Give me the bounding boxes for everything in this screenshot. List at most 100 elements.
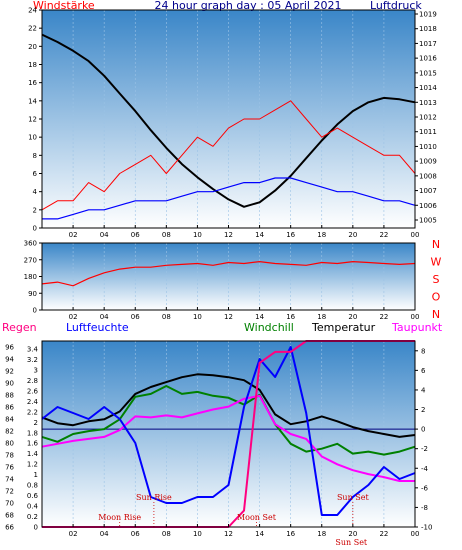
x-tick-label: 14	[255, 231, 264, 239]
x-tick-label: 14	[255, 313, 264, 321]
humidity-tick-label: 86	[5, 404, 14, 412]
astro-annotation: Sun Set	[335, 538, 368, 547]
humidity-label: Luftfeuchte	[66, 321, 129, 334]
x-tick-label: 10	[193, 313, 202, 321]
direction-tick-label: 90	[28, 290, 37, 298]
temp-tick-label: -6	[421, 484, 429, 492]
astro-annotation: Sun Rise	[136, 493, 172, 502]
pressure-tick-label: 1018	[419, 25, 437, 33]
x-tick-label: 12	[224, 313, 233, 321]
x-tick-label: 06	[131, 313, 140, 321]
dewpoint-series-line	[41, 394, 415, 482]
rain-tick-label: 2	[34, 419, 38, 427]
compass-label: N	[432, 308, 440, 321]
humidity-tick-label: 74	[5, 476, 14, 484]
wind-tick-label: 10	[28, 134, 37, 142]
x-tick-label: 02	[69, 313, 78, 321]
temp-humidity-frame	[41, 340, 416, 528]
x-tick-label: 18	[317, 231, 326, 239]
x-tick-label: 10	[193, 231, 202, 239]
windchill-series-line	[41, 385, 416, 456]
x-tick-label: 22	[379, 530, 388, 538]
x-tick-label: 16	[286, 313, 295, 321]
direction-series-line	[41, 260, 416, 287]
humidity-tick-label: 68	[5, 512, 14, 520]
rain-tick-label: 0.6	[27, 492, 39, 500]
temp-tick-label: 0	[421, 426, 425, 434]
windchill-label: Windchill	[244, 321, 294, 334]
x-tick-label: 00	[411, 313, 420, 321]
pressure-tick-label: 1005	[419, 217, 437, 225]
humidity-tick-label: 72	[5, 488, 14, 496]
humidity-tick-label: 80	[5, 440, 14, 448]
x-tick-label: 02	[69, 530, 78, 538]
pressure-tick-label: 1014	[419, 84, 437, 92]
astro-annotation: Moon Rise	[98, 513, 141, 522]
wind-pressure-frame	[41, 9, 416, 229]
rain-tick-label: 0.8	[27, 482, 38, 490]
wind-tick-label: 6	[33, 170, 38, 178]
pressure-tick-label: 1017	[419, 40, 437, 48]
rain-tick-label: 1.8	[27, 429, 38, 437]
temp-tick-label: 8	[421, 347, 425, 355]
x-tick-label: 06	[131, 231, 140, 239]
wind-direction-frame	[41, 242, 416, 311]
x-tick-label: 22	[379, 313, 388, 321]
x-tick-label: 16	[286, 530, 295, 538]
x-tick-label: 04	[100, 530, 109, 538]
x-tick-label: 16	[286, 231, 295, 239]
humidity-tick-label: 92	[5, 368, 14, 376]
pressure-tick-label: 1012	[419, 114, 437, 122]
wind-tick-label: 20	[28, 43, 37, 51]
x-tick-label: 20	[348, 231, 357, 239]
rain-tick-label: 3.2	[27, 356, 38, 364]
rain-tick-label: 1.6	[27, 440, 39, 448]
wind-tick-label: 12	[28, 116, 37, 124]
humidity-tick-label: 84	[5, 416, 14, 424]
rain-tick-label: 2.4	[27, 398, 39, 406]
rain-tick-label: 2.8	[27, 377, 38, 385]
x-tick-label: 20	[348, 313, 357, 321]
direction-tick-label: 0	[33, 307, 37, 315]
pressure-tick-label: 1008	[419, 172, 437, 180]
rain-label: Regen	[2, 321, 37, 334]
direction-tick-label: 270	[24, 256, 37, 264]
rain-tick-label: 0.2	[27, 513, 38, 521]
compass-label: W	[431, 256, 442, 269]
pressure-tick-label: 1009	[419, 158, 437, 166]
astro-annotation: Sun Set	[337, 493, 370, 502]
wind-tick-label: 2	[33, 206, 37, 214]
rain-tick-label: 3	[34, 366, 38, 374]
rain-tick-label: 1.2	[27, 461, 38, 469]
temp-tick-label: 2	[421, 406, 425, 414]
wind-tick-label: 0	[33, 225, 37, 233]
temp-tick-label: -4	[421, 465, 429, 473]
x-tick-label: 08	[162, 313, 171, 321]
pressure-tick-label: 1013	[419, 99, 437, 107]
wind-axis-label: Windstärke	[33, 0, 95, 12]
wind-tick-label: 22	[28, 25, 37, 33]
direction-tick-label: 360	[24, 240, 37, 248]
temperature-series-line	[41, 373, 416, 438]
rain-tick-label: 2.2	[27, 408, 38, 416]
temp-tick-label: -10	[421, 524, 432, 532]
compass-label: S	[433, 273, 440, 286]
x-tick-label: 02	[69, 231, 78, 239]
x-tick-label: 06	[131, 530, 140, 538]
pressure-tick-label: 1006	[419, 202, 437, 210]
compass-label: N	[432, 238, 440, 251]
humidity-tick-label: 88	[5, 392, 14, 400]
chart-title: 24 hour graph day : 05 April 2021	[155, 0, 342, 12]
rain-tick-label: 1	[34, 471, 38, 479]
x-tick-label: 00	[411, 530, 420, 538]
x-tick-label: 20	[348, 530, 357, 538]
x-tick-label: 04	[100, 313, 109, 321]
x-tick-label: 08	[162, 530, 171, 538]
pressure-tick-label: 1011	[419, 128, 437, 136]
x-tick-label: 04	[100, 231, 109, 239]
wind-tick-label: 18	[28, 61, 37, 69]
gust-series-line	[41, 100, 416, 211]
dewpoint-label: Taupunkt	[391, 321, 443, 334]
wind_avg-series-line	[42, 177, 416, 220]
